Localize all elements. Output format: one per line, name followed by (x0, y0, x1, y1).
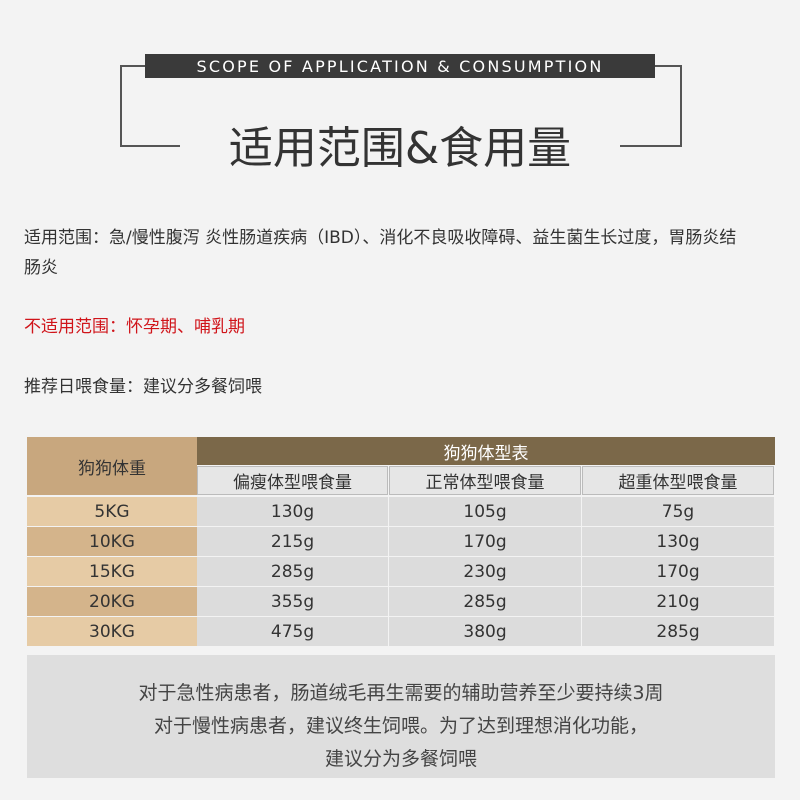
value-cell: 380g (389, 617, 581, 646)
group-header: 狗狗体型表 (197, 437, 775, 465)
value-cell: 75g (582, 497, 774, 526)
value-cell: 355g (197, 587, 388, 616)
column-header: 偏瘦体型喂食量 (197, 466, 388, 495)
frame-line (120, 65, 122, 147)
title: 适用范围&食用量 (228, 123, 572, 174)
note-line: 对于急性病患者，肠道绒毛再生需要的辅助营养至少要持续3周 (138, 682, 664, 704)
column-header: 超重体型喂食量 (582, 466, 774, 495)
column-header: 正常体型喂食量 (389, 466, 581, 495)
row-header: 狗狗体重 (27, 437, 197, 495)
value-cell: 170g (389, 527, 581, 556)
value-cell: 285g (582, 617, 774, 646)
scope-text: 适用范围：急/慢性腹泻 炎性肠道疾病（IBD）、消化不良吸收障碍、益生菌生长过度… (24, 228, 737, 278)
weight-cell: 15KG (27, 557, 197, 586)
note-line: 建议分为多餐饲喂 (324, 748, 477, 770)
note-box: 对于急性病患者，肠道绒毛再生需要的辅助营养至少要持续3周 对于慢性病患者，建议终… (27, 655, 775, 778)
not-suitable-text: 不适用范围：怀孕期、哺乳期 (24, 317, 245, 337)
weight-cell: 5KG (27, 497, 197, 526)
note-line: 对于慢性病患者，建议终生饲喂。为了达到理想消化功能， (153, 715, 648, 737)
value-cell: 130g (197, 497, 388, 526)
value-cell: 105g (389, 497, 581, 526)
weight-cell: 10KG (27, 527, 197, 556)
frame-line (680, 65, 682, 147)
value-cell: 475g (197, 617, 388, 646)
value-cell: 285g (389, 587, 581, 616)
value-cell: 210g (582, 587, 774, 616)
feeding-text: 推荐日喂食量：建议分多餐饲喂 (24, 377, 262, 397)
value-cell: 130g (582, 527, 774, 556)
subtitle: SCOPE OF APPLICATION & CONSUMPTION (145, 54, 655, 78)
value-cell: 170g (582, 557, 774, 586)
weight-cell: 30KG (27, 617, 197, 646)
value-cell: 215g (197, 527, 388, 556)
frame-line (120, 145, 180, 147)
value-cell: 285g (197, 557, 388, 586)
frame-line (620, 145, 682, 147)
value-cell: 230g (389, 557, 581, 586)
frame-line (655, 65, 682, 67)
frame-line (120, 65, 145, 67)
weight-cell: 20KG (27, 587, 197, 616)
